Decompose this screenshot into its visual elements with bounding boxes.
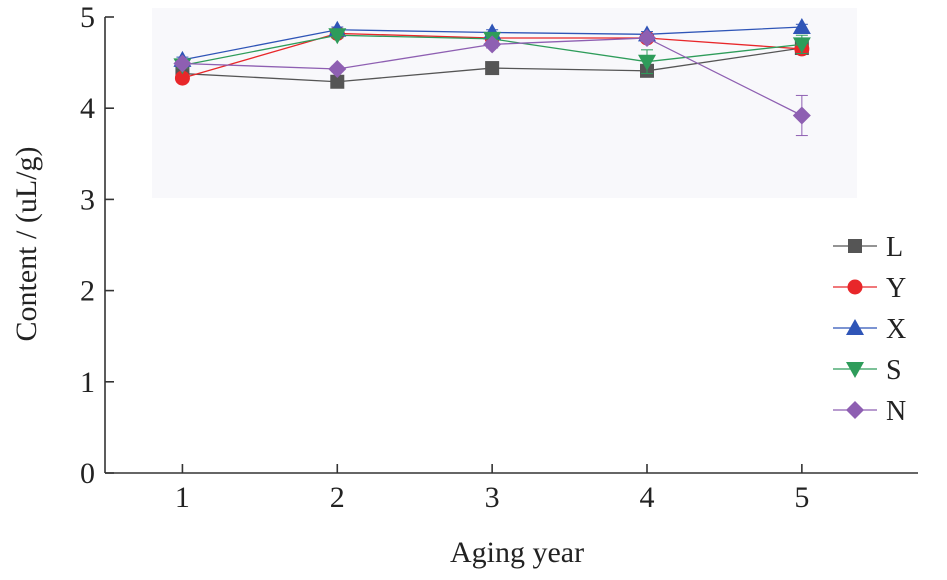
legend-marker-N xyxy=(846,401,864,419)
data-point-L xyxy=(330,74,345,89)
x-tick-label: 1 xyxy=(175,481,190,514)
x-tick-label: 5 xyxy=(794,481,809,514)
legend-item-N: N xyxy=(833,396,906,427)
x-tick-label: 2 xyxy=(330,481,345,514)
legend-label-X: X xyxy=(886,314,906,345)
data-point-N xyxy=(792,106,811,125)
legend-marker-Y xyxy=(847,279,863,295)
data-point-N xyxy=(483,35,502,54)
y-tick-label: 2 xyxy=(80,275,95,308)
legend-marker-L xyxy=(848,239,862,253)
data-point-S xyxy=(328,28,347,45)
legend-item-L: L xyxy=(833,232,903,263)
x-axis-title: Aging year xyxy=(450,536,584,569)
data-point-N xyxy=(328,59,347,78)
legend-item-X: X xyxy=(833,314,906,345)
data-point-X xyxy=(792,18,811,35)
legend-marker-S xyxy=(846,362,864,378)
legend-label-S: S xyxy=(886,355,902,386)
data-point-S xyxy=(792,37,811,54)
legend-marker-X xyxy=(846,319,864,335)
legend-item-S: S xyxy=(833,355,902,386)
data-point-N xyxy=(638,28,656,47)
y-tick-label: 3 xyxy=(80,183,95,216)
series-N xyxy=(173,28,811,137)
data-point-S xyxy=(638,54,656,71)
y-tick-label: 5 xyxy=(80,1,95,34)
legend-label-Y: Y xyxy=(886,273,906,304)
data-point-Y xyxy=(174,70,190,86)
y-tick-label: 0 xyxy=(80,457,95,490)
data-point-N xyxy=(173,54,192,73)
y-tick-label: 1 xyxy=(80,366,95,399)
plot-shading xyxy=(152,8,857,198)
legend-item-Y: Y xyxy=(833,273,906,304)
legend-label-L: L xyxy=(886,232,903,263)
y-axis-title: Content / (uL/g) xyxy=(10,147,43,342)
x-tick-label: 3 xyxy=(485,481,500,514)
y-tick-label: 4 xyxy=(80,92,95,125)
data-point-L xyxy=(485,61,500,76)
x-tick-label: 4 xyxy=(640,481,655,514)
legend-label-N: N xyxy=(886,396,906,427)
